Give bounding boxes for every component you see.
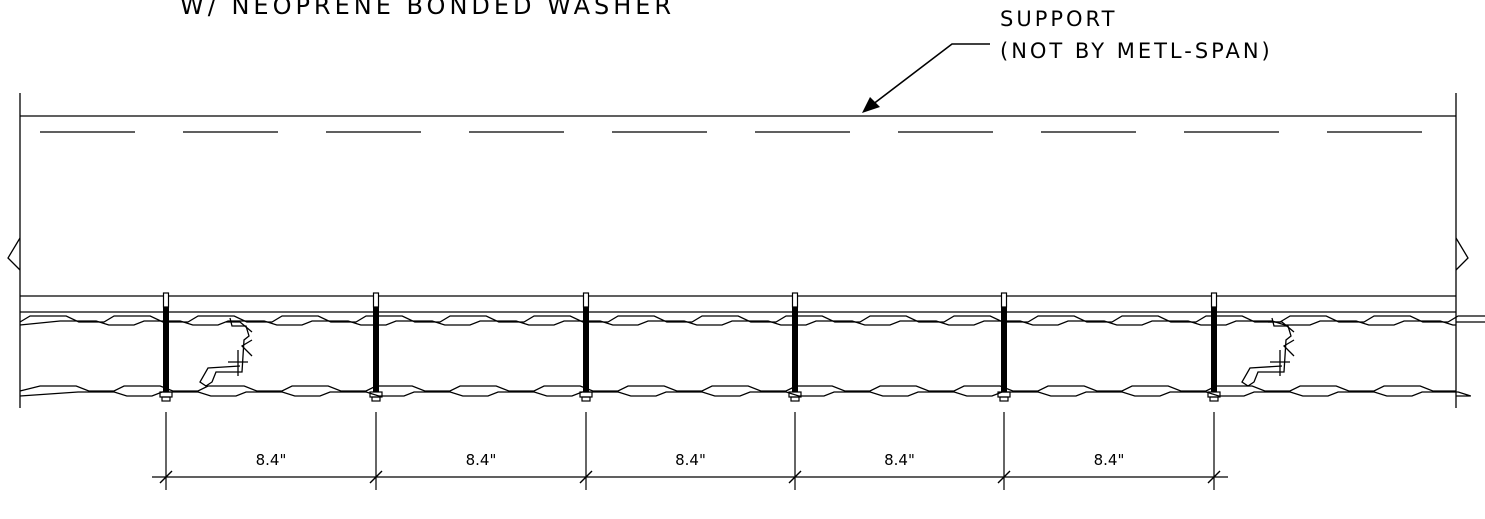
support-label-line1: SUPPORT xyxy=(1000,7,1117,31)
support-label-line2: (NOT BY METL-SPAN) xyxy=(1000,39,1273,63)
corrugated-profile-2 xyxy=(19,320,1456,326)
break-symbol-right xyxy=(1455,237,1469,271)
dimension-label-5: 8.4" xyxy=(1094,451,1125,469)
corrugated-profile-4 xyxy=(19,391,1471,397)
fastener-note-label: W/ NEOPRENE BONDED WASHER xyxy=(180,0,675,20)
dimension-label-2: 8.4" xyxy=(466,451,497,469)
dimension-lines xyxy=(152,412,1228,490)
support-member xyxy=(19,93,1457,408)
side-joint-left xyxy=(199,317,253,387)
dimension-labels: 8.4" 8.4" 8.4" 8.4" 8.4" xyxy=(256,451,1125,469)
corrugated-profile-3 xyxy=(19,385,1456,392)
fastener-6 xyxy=(1207,292,1221,402)
fastener-1 xyxy=(159,292,173,402)
support-leader xyxy=(862,43,990,113)
fastener-2 xyxy=(369,292,383,402)
support-leader-arrowhead xyxy=(862,97,880,113)
fasteners xyxy=(159,292,1221,402)
fastener-5 xyxy=(997,292,1011,402)
fastener-4 xyxy=(788,292,802,402)
dimension-label-1: 8.4" xyxy=(256,451,287,469)
panel-corrugated-profiles xyxy=(19,315,1485,397)
break-symbol-left xyxy=(7,237,21,271)
dimension-label-3: 8.4" xyxy=(675,451,706,469)
fastener-3 xyxy=(579,292,593,402)
dimension-label-4: 8.4" xyxy=(884,451,915,469)
panel-flange-lines xyxy=(20,295,1456,313)
side-joint-right xyxy=(1241,317,1295,387)
